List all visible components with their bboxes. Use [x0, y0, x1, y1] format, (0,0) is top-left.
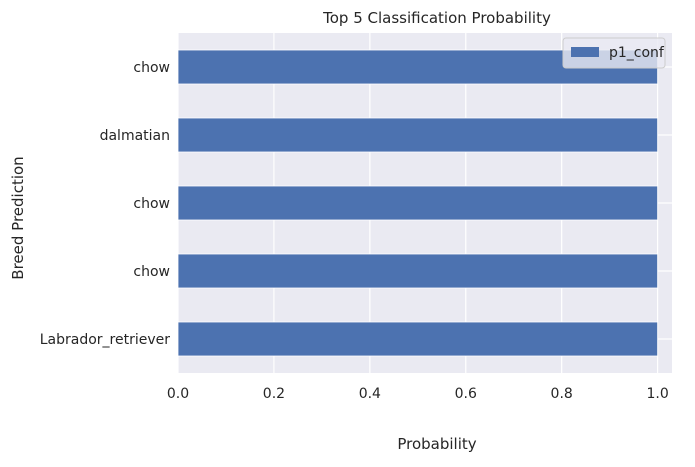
y-tick-label: chow — [133, 264, 170, 280]
y-tick-label: dalmatian — [100, 128, 170, 144]
bar — [177, 321, 659, 357]
y-tick-label: chow — [133, 60, 170, 76]
chart-title: Top 5 Classification Probability — [322, 9, 551, 27]
y-axis-label: Breed Prediction — [9, 156, 27, 279]
y-tick-label: chow — [133, 196, 170, 212]
x-tick-label: 0.4 — [359, 386, 381, 402]
bar — [177, 253, 659, 289]
x-tick-label: 0.6 — [455, 386, 477, 402]
x-tick-labels: 0.0 0.2 0.4 0.6 0.8 1.0 — [167, 386, 669, 402]
y-tick-label: Labrador_retriever — [40, 332, 171, 348]
legend-box — [562, 37, 666, 69]
legend-label: p1_conf — [609, 45, 665, 61]
x-tick-label: 0.8 — [551, 386, 573, 402]
legend-swatch — [571, 47, 599, 57]
bar — [177, 185, 659, 221]
x-axis-label: Probability — [397, 435, 476, 453]
x-tick-label: 0.0 — [167, 386, 189, 402]
bar — [177, 117, 659, 153]
x-tick-label: 0.2 — [263, 386, 285, 402]
x-tick-label: 1.0 — [646, 386, 668, 402]
legend: p1_conf — [562, 37, 666, 69]
y-tick-labels: Labrador_retriever chow chow dalmatian chow — [40, 60, 171, 348]
